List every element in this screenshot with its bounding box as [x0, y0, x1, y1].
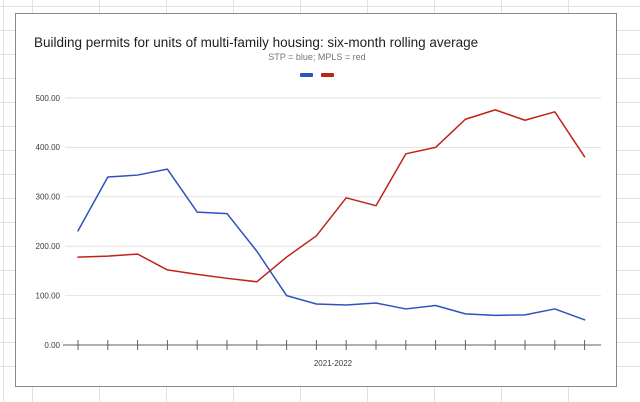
legend-marker-stp: [300, 73, 313, 77]
y-axis-label: 300.00: [36, 193, 61, 202]
chart-subtitle: STP = blue; MPLS = red: [268, 52, 366, 62]
chart-title: Building permits for units of multi-fami…: [34, 35, 479, 50]
chart-card[interactable]: 0.00 100.00 200.00 300.00 400.00 500.00 2021-2…: [15, 13, 617, 387]
y-axis-labels: 0.00 100.00 200.00 300.00 400.00 500.00: [36, 94, 61, 350]
y-axis-label: 0.00: [44, 341, 60, 350]
y-axis-label: 100.00: [36, 291, 61, 300]
series-line-mpls: [77, 109, 586, 283]
x-axis-ticks: [77, 340, 586, 350]
x-axis-label: 2021-2022: [314, 359, 353, 368]
legend-marker-mpls: [321, 73, 334, 77]
y-axis-label: 400.00: [36, 143, 61, 152]
y-axis-label: 500.00: [36, 94, 61, 103]
spreadsheet-row-header-line: [3, 0, 4, 402]
series-line-stp: [77, 168, 586, 321]
plot-area: 0.00 100.00 200.00 300.00 400.00 500.00 2021-2…: [36, 94, 601, 368]
chart-legend: [16, 73, 618, 77]
y-axis-label: 200.00: [36, 242, 61, 251]
y-gridlines: [63, 97, 601, 346]
